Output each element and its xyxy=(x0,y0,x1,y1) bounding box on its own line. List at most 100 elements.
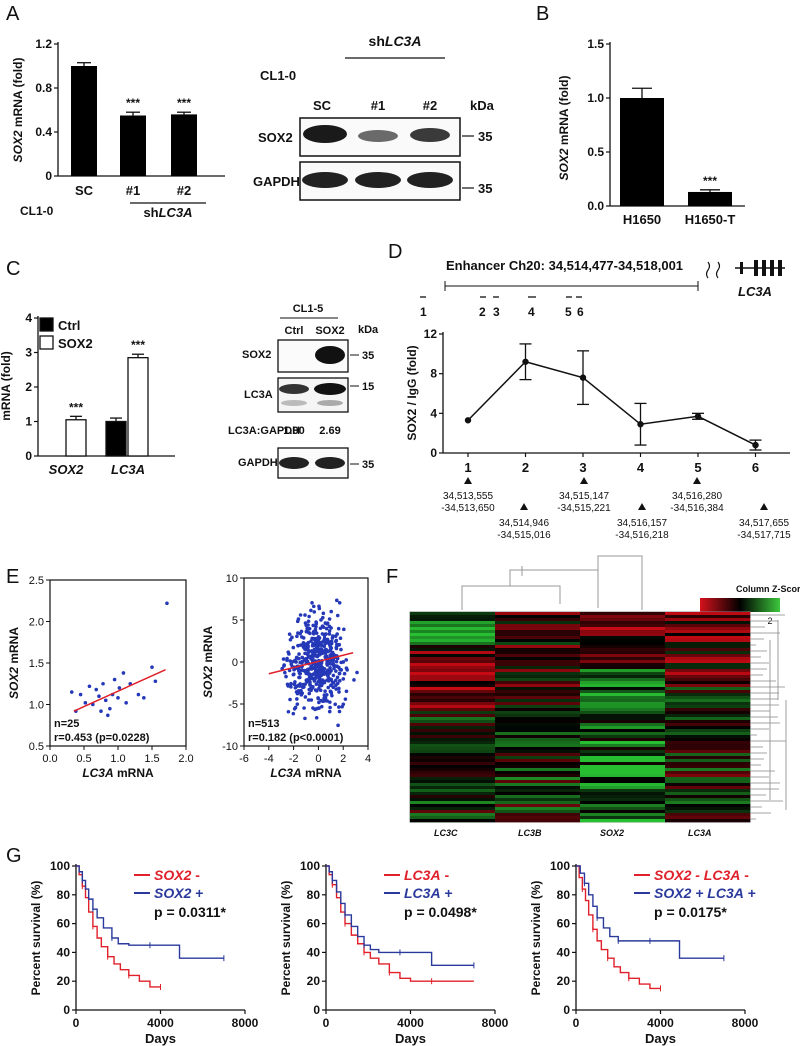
f-heatmap-cell xyxy=(665,726,751,730)
blot-c-band xyxy=(317,400,343,406)
f-heatmap-cell xyxy=(580,711,666,715)
blot-c-band xyxy=(279,384,309,394)
c-significance: *** xyxy=(131,338,145,352)
f-heatmap-cell xyxy=(410,690,496,694)
f-heatmap-cell xyxy=(580,747,666,751)
f-heatmap-cell xyxy=(495,672,581,676)
a-x-tick-label: #1 xyxy=(126,183,140,198)
b-bar xyxy=(620,98,664,206)
f-heatmap-cell xyxy=(665,615,751,619)
g3-pvalue: p = 0.0175* xyxy=(654,904,727,920)
f-heatmap-cell xyxy=(410,681,496,685)
e1-point xyxy=(112,677,117,682)
e2-point xyxy=(345,668,349,672)
f-heatmap-cell xyxy=(665,630,751,634)
d-coordinates: 34,513,555 -34,513,650 34,515,147 -34,51… xyxy=(441,477,791,541)
f-heatmap-cell xyxy=(410,642,496,646)
b-y-label: SOX2 mRNA (fold) xyxy=(557,76,571,181)
blot-c-band xyxy=(279,457,309,469)
panel-f: F Column Z-Score -2 0 2 LC3C LC3B SOX2 L… xyxy=(386,555,800,838)
chart-a-bars: 0 0.4 0.8 1.2 SOX2 mRNA (fold) SC *** #1 *** #2 xyxy=(11,37,225,198)
c-y-tick-label: 1 xyxy=(25,415,32,429)
f-heatmap-cell xyxy=(665,792,751,796)
g1-survival-curve xyxy=(76,865,161,988)
d-region-markers: 1 2 3 4 5 6 xyxy=(420,296,584,319)
f-heatmap-cell xyxy=(495,681,581,685)
f-heatmap-cell xyxy=(410,669,496,673)
e2-point xyxy=(312,679,317,683)
e2-point xyxy=(343,697,348,701)
e2-point xyxy=(310,643,315,648)
f-heatmap-cell xyxy=(495,753,581,757)
e2-point xyxy=(307,691,312,696)
g3-legend-label: SOX2 + LC3A + xyxy=(654,885,756,901)
f-heatmap-cell xyxy=(580,696,666,700)
e2-point xyxy=(286,709,291,714)
e2-point xyxy=(327,643,332,647)
f-heatmap-cell xyxy=(410,726,496,730)
e2-point xyxy=(297,684,302,688)
f-heatmap-cell xyxy=(665,777,751,781)
f-heatmap-cell xyxy=(410,741,496,745)
f-heatmap-cell xyxy=(495,714,581,718)
b-significance: *** xyxy=(703,174,717,188)
e2-point xyxy=(329,690,333,694)
f-heatmap-cell xyxy=(495,636,581,640)
f-heatmap-cell xyxy=(410,618,496,622)
f-heatmap-cell xyxy=(410,780,496,784)
a-significance: *** xyxy=(126,96,140,110)
f-heatmap-cell xyxy=(665,756,751,760)
f-heatmap-cell xyxy=(410,795,496,799)
f-heatmap-cell xyxy=(495,732,581,736)
e2-point xyxy=(295,619,300,624)
e2-point xyxy=(317,606,322,611)
f-heatmap-cell xyxy=(495,744,581,748)
d-enhancer-text: Enhancer Ch20: 34,514,477-34,518,001 xyxy=(446,258,683,273)
e2-point xyxy=(335,632,339,636)
f-heatmap-cell xyxy=(665,639,751,643)
d-coord: -34,515,221 xyxy=(557,503,611,514)
f-heatmap-cell xyxy=(410,675,496,679)
g2-pvalue: p = 0.0498* xyxy=(404,904,477,920)
d-x-tick-label: 3 xyxy=(579,460,586,475)
f-heatmap-cell xyxy=(410,738,496,742)
b-y-tick-label: 1.0 xyxy=(587,91,604,105)
f-heatmap-cell xyxy=(410,774,496,778)
f-heatmap-cell xyxy=(495,639,581,643)
e2-x-tick-label: 0 xyxy=(315,753,321,765)
g1-y-tick-label: 100 xyxy=(50,859,70,873)
e1-stats-r: r=0.453 (p=0.0228) xyxy=(54,732,150,744)
g1-y-tick-label: 60 xyxy=(57,917,71,931)
f-color-scale xyxy=(700,598,780,612)
g3-y-tick-label: 60 xyxy=(557,917,571,931)
e2-point xyxy=(327,659,332,664)
d-triangle-icon xyxy=(464,477,472,484)
e2-point xyxy=(295,634,299,639)
f-heatmap-cell xyxy=(495,798,581,802)
blot-c-lane-0: Ctrl xyxy=(285,325,304,337)
g2-x-tick-label: 4000 xyxy=(397,1016,424,1030)
e2-point xyxy=(326,674,330,679)
f-heatmap-cell xyxy=(580,663,666,667)
e1-x-label: LC3A mRNA xyxy=(82,766,154,780)
f-heatmap-cell xyxy=(410,657,496,661)
f-heatmap-cell xyxy=(580,732,666,736)
f-heatmap-cell xyxy=(410,813,496,817)
f-heatmap-cell xyxy=(665,687,751,691)
e2-x-tick-label: 4 xyxy=(365,753,371,765)
c-y-tick-label: 0 xyxy=(25,449,32,463)
e2-point xyxy=(293,680,297,684)
e2-point xyxy=(322,693,327,697)
panel-label-g: G xyxy=(6,845,22,867)
f-heatmap-cell xyxy=(665,660,751,664)
e2-point xyxy=(336,626,341,631)
e2-point xyxy=(323,621,328,625)
f-heatmap-cell xyxy=(495,651,581,655)
f-heatmap-cell xyxy=(495,660,581,664)
g3-y-tick-label: 80 xyxy=(557,888,571,902)
e2-point xyxy=(335,675,340,680)
f-heatmap-cell xyxy=(495,648,581,652)
e2-point xyxy=(327,709,332,714)
f-heatmap-cell xyxy=(580,642,666,646)
